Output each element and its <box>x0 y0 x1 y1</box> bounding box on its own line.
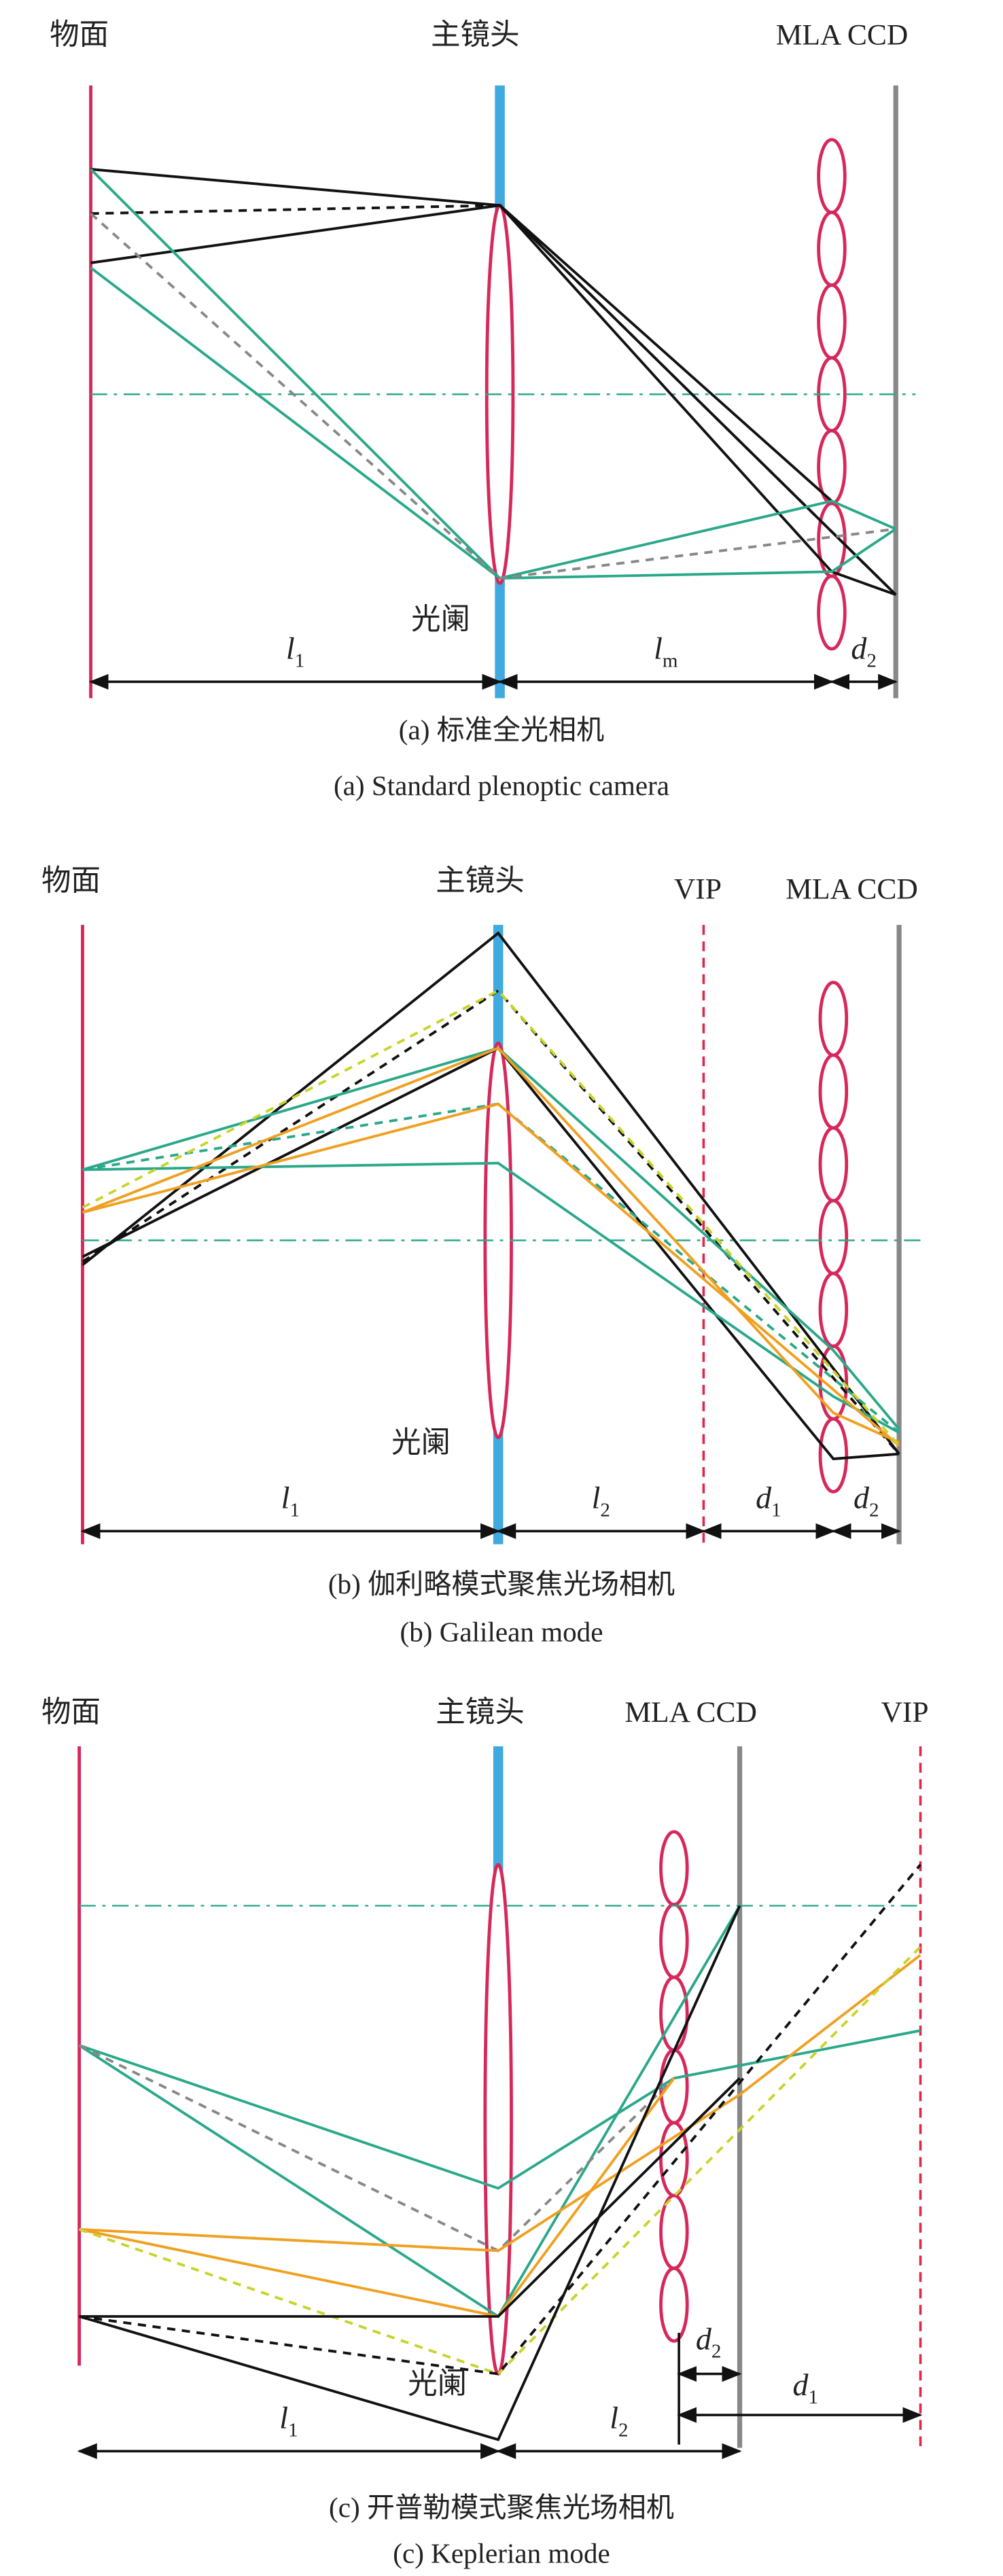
microlens <box>818 1126 849 1203</box>
lens-shape <box>483 1863 513 2376</box>
caption: (a) 标准全光相机 <box>399 714 604 745</box>
caption: (c) Keplerian mode <box>393 2538 610 2569</box>
microlens <box>817 283 847 360</box>
label: 物面 <box>50 18 109 51</box>
dimension-symbol: d <box>854 1480 870 1515</box>
label: 物面 <box>41 864 101 897</box>
microlens <box>818 1053 849 1130</box>
microlens <box>817 211 847 287</box>
dimension-subscript: 2 <box>711 2340 722 2362</box>
panel-b: 物面 主镜头 VIP MLA CCD 光阑 l1 l2 d1 d2 (b) 伽利略模式… <box>41 864 921 1647</box>
dimension-symbol: l <box>286 631 295 666</box>
dimension-symbol: l <box>654 631 663 666</box>
microlens <box>659 2266 689 2343</box>
dimension-symbol: d <box>696 2321 712 2356</box>
rays <box>82 931 900 1460</box>
dimension-symbol: d <box>756 1480 772 1515</box>
label: 主镜头 <box>436 1696 525 1729</box>
dimension-subscript: 1 <box>289 1500 300 1521</box>
panel-a: 物面 主镜头 MLA CCD 光阑 l1 lm d2 (a) 标准全光相机 (a) … <box>50 18 916 801</box>
microlens <box>818 981 849 1057</box>
microlens <box>659 1975 689 2052</box>
dimension-label: d2 <box>696 2321 721 2362</box>
rays <box>78 1863 922 2441</box>
dimension-subscript: 1 <box>771 1500 781 1521</box>
caption: (c) 开普勒模式聚焦光场相机 <box>329 2492 674 2523</box>
microlens <box>659 1830 689 1907</box>
label: 光阑 <box>391 1426 451 1459</box>
label: 光阑 <box>411 603 470 636</box>
dimension-label: l1 <box>279 2400 298 2441</box>
label: MLA CCD <box>776 18 909 51</box>
label: MLA CCD <box>624 1696 757 1729</box>
label: 主镜头 <box>436 864 525 897</box>
dimension-label: lm <box>654 631 678 672</box>
dimension-subscript: 1 <box>809 2386 819 2408</box>
dimension-symbol: d <box>851 631 867 666</box>
dimension-label: l2 <box>592 1480 610 1521</box>
microlens <box>818 1199 849 1275</box>
microlens <box>659 1903 689 1979</box>
dimension-subscript: 2 <box>618 2419 629 2441</box>
dimension-symbol: l <box>279 2400 288 2435</box>
dimension-symbol: d <box>793 2367 809 2402</box>
mla <box>818 981 849 1494</box>
dimension-symbol: l <box>592 1480 601 1515</box>
label: VIP <box>881 1696 928 1729</box>
dimension-symbol: l <box>610 2400 618 2435</box>
dimension-label: d1 <box>756 1480 781 1521</box>
dimension-subscript: 2 <box>866 650 877 672</box>
dimension-symbol: l <box>281 1480 290 1515</box>
dimension-label: l1 <box>286 631 304 672</box>
microlens <box>817 574 847 651</box>
dimension-subscript: 2 <box>600 1500 610 1521</box>
dimension-label: d1 <box>793 2367 818 2408</box>
dimension-label: d2 <box>854 1480 879 1521</box>
caption: (b) Galilean mode <box>400 1616 603 1647</box>
microlens <box>818 1417 849 1494</box>
dimension-label: l1 <box>281 1480 300 1521</box>
label: 光阑 <box>408 2368 467 2401</box>
dimension-label: l2 <box>610 2400 628 2441</box>
label: MLA CCD <box>786 872 918 905</box>
microlens <box>817 138 847 214</box>
dimension-subscript: 1 <box>295 650 305 672</box>
microlens <box>818 1271 849 1348</box>
caption: (b) 伽利略模式聚焦光场相机 <box>328 1568 675 1600</box>
label: VIP <box>674 872 722 905</box>
rays <box>90 168 897 597</box>
dimension-subscript: 2 <box>869 1500 879 1521</box>
dimension-label: d2 <box>851 631 876 672</box>
caption: (a) Standard plenoptic camera <box>334 770 669 801</box>
label: 主镜头 <box>431 18 520 51</box>
microlens <box>659 2193 689 2270</box>
dimension-subscript: 1 <box>288 2419 298 2441</box>
label: 物面 <box>41 1696 101 1729</box>
dimensions: l1 l2 d1 d2 <box>80 1480 901 1539</box>
dimensions: l1 lm d2 <box>88 631 898 690</box>
dimension-subscript: m <box>663 650 678 672</box>
